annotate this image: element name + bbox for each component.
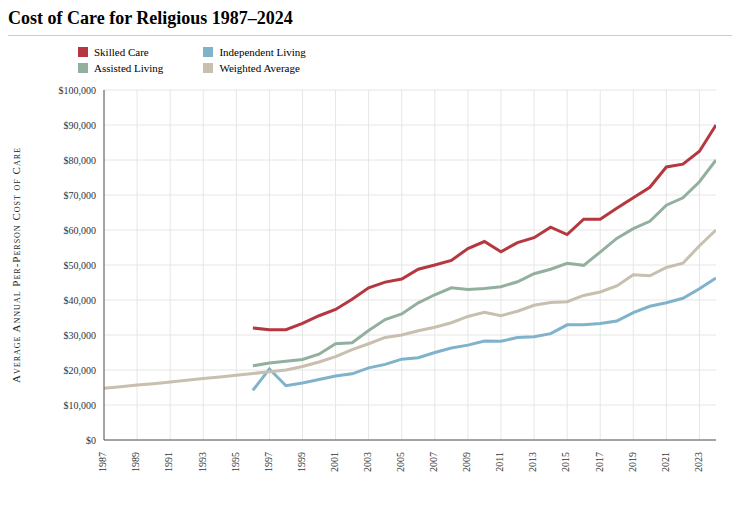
- svg-text:$60,000: $60,000: [64, 225, 97, 236]
- svg-text:$20,000: $20,000: [64, 365, 97, 376]
- svg-text:2013: 2013: [527, 452, 538, 472]
- svg-text:$70,000: $70,000: [64, 190, 97, 201]
- svg-text:$40,000: $40,000: [64, 295, 97, 306]
- svg-text:$50,000: $50,000: [64, 260, 97, 271]
- svg-text:1993: 1993: [197, 452, 208, 472]
- html-text:Skilled Care: Skilled Care: [94, 46, 149, 58]
- svg-text:2009: 2009: [461, 452, 472, 472]
- svg-text:$30,000: $30,000: [64, 330, 97, 341]
- svg-text:2023: 2023: [693, 452, 704, 472]
- svg-text:1991: 1991: [163, 452, 174, 472]
- html-text:Independent Living: Independent Living: [219, 46, 306, 58]
- html-text:Cost of Care for Religious 198: Cost of Care for Religious 1987–2024: [8, 8, 293, 28]
- svg-text:1999: 1999: [296, 452, 307, 472]
- html-text:Weighted Average: Weighted Average: [219, 62, 300, 74]
- svg-text:$10,000: $10,000: [64, 400, 97, 411]
- svg-text:2003: 2003: [362, 452, 373, 472]
- svg-text:2015: 2015: [560, 452, 571, 472]
- svg-text:1995: 1995: [230, 452, 241, 472]
- svg-text:Average Annual Per-Person Cost: Average Annual Per-Person Cost of Care: [10, 147, 22, 383]
- svg-text:1987: 1987: [97, 452, 108, 472]
- svg-text:2019: 2019: [627, 452, 638, 472]
- svg-text:2011: 2011: [494, 452, 505, 472]
- svg-text:$0: $0: [86, 435, 96, 446]
- svg-text:2005: 2005: [395, 452, 406, 472]
- svg-text:$80,000: $80,000: [64, 155, 97, 166]
- html-text:Assisted Living: Assisted Living: [94, 62, 164, 74]
- svg-text:2017: 2017: [594, 452, 605, 472]
- svg-text:2007: 2007: [428, 452, 439, 472]
- svg-text:$100,000: $100,000: [59, 85, 97, 96]
- svg-text:2021: 2021: [660, 452, 671, 472]
- svg-text:1989: 1989: [130, 452, 141, 472]
- svg-text:2001: 2001: [329, 452, 340, 472]
- svg-text:1997: 1997: [263, 452, 274, 472]
- svg-text:$90,000: $90,000: [64, 120, 97, 131]
